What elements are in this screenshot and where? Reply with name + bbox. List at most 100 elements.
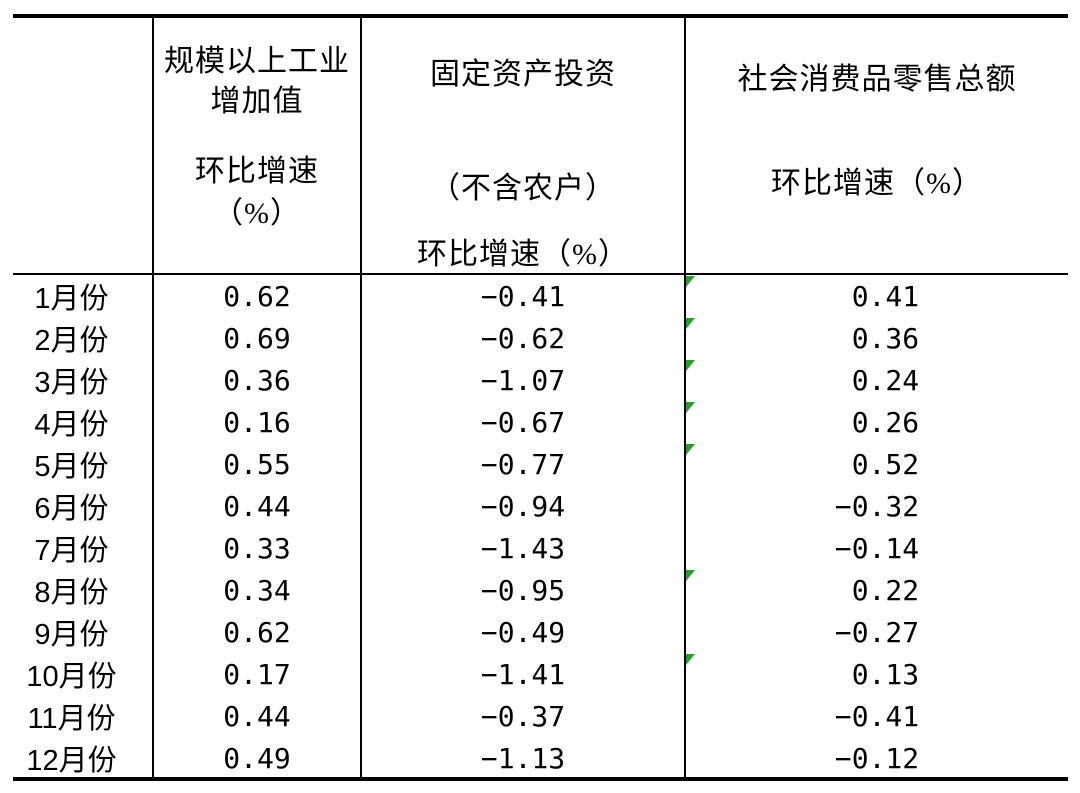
cell-value: 0.44 <box>223 489 291 523</box>
retail-cell: −0.32 <box>684 485 1068 527</box>
industrial-cell: 0.62 <box>152 275 360 317</box>
cell-value: 0.33 <box>223 531 291 565</box>
cell-value: −1.43 <box>480 531 566 565</box>
table-header-row: 规模以上工业 增加值 环比增速 （%） 固定资产投资 （不含农户） 环比增速（%… <box>13 18 1068 275</box>
month-cell: 12月份 <box>26 745 117 777</box>
industrial-cell: 0.55 <box>152 443 360 485</box>
cell-value: 0.41 <box>851 279 920 313</box>
retail-cell: −0.27 <box>684 611 1068 653</box>
cell-value: −0.77 <box>480 447 566 481</box>
cell-value: 0.49 <box>223 741 291 775</box>
header-fixed-investment: 固定资产投资 （不含农户） 环比增速（%） <box>360 18 684 273</box>
month-cell: 3月份 <box>34 367 109 399</box>
cell-value: 0.62 <box>223 279 291 313</box>
table-row: 10月份 0.17 −1.41 0.13 <box>13 653 1068 695</box>
comment-flag-icon <box>686 654 695 665</box>
table-row: 12月份 0.49 −1.13 −0.12 <box>13 737 1068 779</box>
cell-value: 0.62 <box>223 615 291 649</box>
retail-cell: 0.24 <box>684 359 1068 401</box>
cell-value: −0.49 <box>480 615 566 649</box>
month-cell: 1月份 <box>34 283 109 315</box>
cell-value: 0.55 <box>223 447 291 481</box>
cell-value: 0.44 <box>223 699 291 733</box>
retail-cell: −0.41 <box>684 695 1068 737</box>
industrial-cell: 0.44 <box>152 485 360 527</box>
month-cell: 5月份 <box>34 451 109 483</box>
cell-value: −1.13 <box>480 741 566 775</box>
month-cell: 8月份 <box>34 577 109 609</box>
header-retail-sales: 社会消费品零售总额 环比增速（%） <box>684 18 1068 273</box>
cell-value: −0.14 <box>834 531 920 565</box>
cell-value: −0.41 <box>834 699 920 733</box>
table-row: 9月份 0.62 −0.49 −0.27 <box>13 611 1068 653</box>
retail-cell: 0.13 <box>684 653 1068 695</box>
cell-value: −1.41 <box>480 657 566 691</box>
month-cell: 6月份 <box>34 493 109 525</box>
table-row: 6月份 0.44 −0.94 −0.32 <box>13 485 1068 527</box>
table-row: 7月份 0.33 −1.43 −0.14 <box>13 527 1068 569</box>
cell-value: 0.69 <box>223 321 291 355</box>
cell-value: −0.12 <box>834 741 920 775</box>
cell-value: −0.95 <box>480 573 566 607</box>
cell-value: −1.07 <box>480 363 566 397</box>
industrial-cell: 0.34 <box>152 569 360 611</box>
cell-value: 0.13 <box>851 657 920 691</box>
investment-cell: −0.62 <box>360 317 684 359</box>
industrial-cell: 0.44 <box>152 695 360 737</box>
investment-cell: −0.77 <box>360 443 684 485</box>
cell-value: −0.94 <box>480 489 566 523</box>
comment-flag-icon <box>686 444 695 455</box>
header-text: 增加值 <box>210 85 304 118</box>
cell-value: −0.62 <box>480 321 566 355</box>
retail-cell: 0.52 <box>684 443 1068 485</box>
comment-flag-icon <box>686 276 695 287</box>
table-row: 8月份 0.34 −0.95 0.22 <box>13 569 1068 611</box>
header-text: 社会消费品零售总额 <box>737 63 1017 96</box>
table-body: 1月份 0.62 −0.41 0.41 2月份 0.69 −0.62 0.36 … <box>13 275 1068 779</box>
header-industrial-output: 规模以上工业 增加值 环比增速 （%） <box>152 18 360 273</box>
investment-cell: −0.37 <box>360 695 684 737</box>
header-text: （不含农户） <box>430 172 616 205</box>
investment-cell: −1.41 <box>360 653 684 695</box>
month-cell: 9月份 <box>34 619 109 651</box>
cell-value: 0.34 <box>223 573 291 607</box>
comment-flag-icon <box>686 318 695 329</box>
month-cell: 10月份 <box>26 661 117 693</box>
investment-cell: −1.07 <box>360 359 684 401</box>
retail-cell: −0.14 <box>684 527 1068 569</box>
month-cell: 7月份 <box>34 535 109 567</box>
retail-cell: 0.26 <box>684 401 1068 443</box>
header-text: （%） <box>213 197 301 230</box>
table-row: 11月份 0.44 −0.37 −0.41 <box>13 695 1068 737</box>
cell-value: 0.16 <box>223 405 291 439</box>
retail-cell: −0.12 <box>684 737 1068 779</box>
investment-cell: −1.13 <box>360 737 684 779</box>
cell-value: 0.22 <box>851 573 920 607</box>
cell-value: −0.67 <box>480 405 566 439</box>
industrial-cell: 0.49 <box>152 737 360 779</box>
investment-cell: −0.49 <box>360 611 684 653</box>
table-row: 4月份 0.16 −0.67 0.26 <box>13 401 1068 443</box>
industrial-cell: 0.33 <box>152 527 360 569</box>
month-cell: 2月份 <box>34 325 109 357</box>
cell-value: 0.52 <box>851 447 920 481</box>
investment-cell: −0.41 <box>360 275 684 317</box>
cell-value: 0.17 <box>223 657 291 691</box>
cell-value: −0.27 <box>834 615 920 649</box>
header-text: 规模以上工业 <box>164 45 350 78</box>
header-month-column <box>13 18 152 273</box>
investment-cell: −0.95 <box>360 569 684 611</box>
header-text: 环比增速（%） <box>417 238 629 271</box>
retail-cell: 0.36 <box>684 317 1068 359</box>
cell-value: −0.37 <box>480 699 566 733</box>
table-row: 1月份 0.62 −0.41 0.41 <box>13 275 1068 317</box>
industrial-cell: 0.69 <box>152 317 360 359</box>
investment-cell: −0.67 <box>360 401 684 443</box>
table-row: 5月份 0.55 −0.77 0.52 <box>13 443 1068 485</box>
investment-cell: −1.43 <box>360 527 684 569</box>
investment-cell: −0.94 <box>360 485 684 527</box>
monthly-indicators-table: 规模以上工业 增加值 环比增速 （%） 固定资产投资 （不含农户） 环比增速（%… <box>13 14 1068 781</box>
comment-flag-icon <box>686 360 695 371</box>
cell-value: 0.36 <box>223 363 291 397</box>
